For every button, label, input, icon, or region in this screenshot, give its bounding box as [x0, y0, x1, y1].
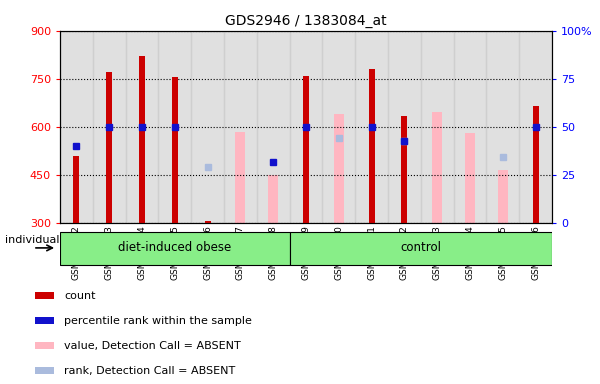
Bar	[235, 131, 245, 223]
Bar	[388, 31, 421, 223]
Bar	[224, 31, 257, 223]
Bar	[421, 31, 454, 223]
Bar	[322, 31, 355, 223]
Bar	[465, 133, 475, 223]
Bar	[35, 317, 54, 324]
Text: percentile rank within the sample: percentile rank within the sample	[65, 316, 253, 326]
Text: value, Detection Call = ABSENT: value, Detection Call = ABSENT	[65, 341, 241, 351]
Text: individual: individual	[5, 235, 59, 245]
FancyBboxPatch shape	[290, 232, 552, 265]
Bar	[191, 31, 224, 223]
Title: GDS2946 / 1383084_at: GDS2946 / 1383084_at	[225, 14, 387, 28]
Bar	[158, 31, 191, 223]
Bar	[355, 31, 388, 223]
FancyBboxPatch shape	[60, 232, 290, 265]
Bar	[73, 156, 79, 223]
Bar	[519, 31, 552, 223]
Bar	[205, 221, 211, 223]
Bar	[533, 106, 539, 223]
Bar	[172, 77, 178, 223]
Bar	[257, 31, 290, 223]
Text: count: count	[65, 291, 96, 301]
Text: diet-induced obese: diet-induced obese	[118, 242, 232, 255]
Text: rank, Detection Call = ABSENT: rank, Detection Call = ABSENT	[65, 366, 236, 376]
Bar	[334, 114, 344, 223]
Bar	[487, 31, 519, 223]
Bar	[498, 170, 508, 223]
Bar	[93, 31, 125, 223]
Bar	[268, 175, 278, 223]
Bar	[125, 31, 158, 223]
Bar	[139, 56, 145, 223]
Bar	[401, 116, 407, 223]
Bar	[60, 31, 93, 223]
Bar	[35, 293, 54, 299]
Bar	[368, 69, 374, 223]
Bar	[35, 342, 54, 349]
Bar	[35, 367, 54, 374]
Text: control: control	[400, 242, 441, 255]
Bar	[432, 113, 442, 223]
Bar	[454, 31, 487, 223]
Bar	[303, 76, 309, 223]
Bar	[290, 31, 322, 223]
Bar	[106, 72, 112, 223]
